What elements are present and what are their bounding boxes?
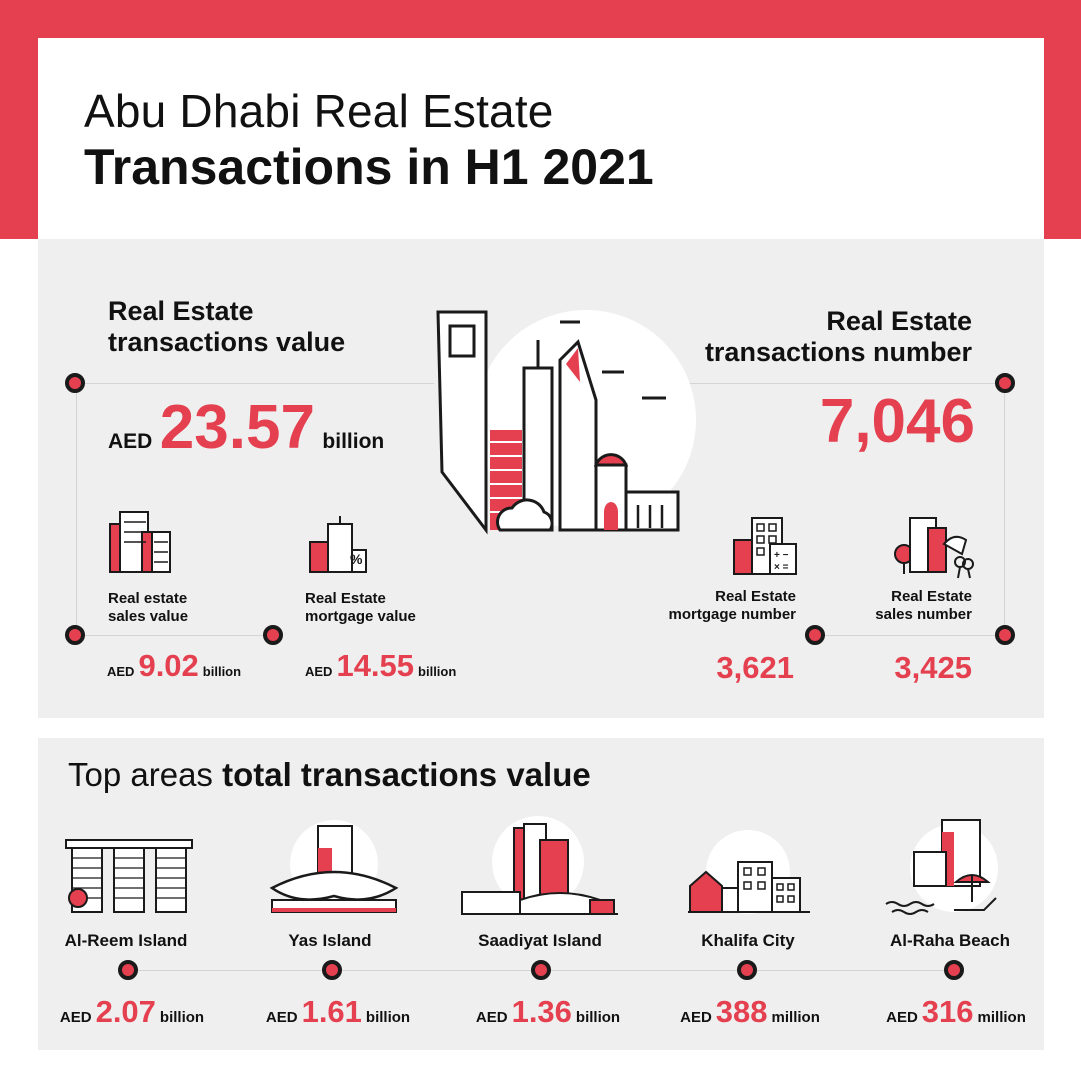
area-value-unit: million <box>977 1009 1026 1026</box>
al-reem-island-icon <box>65 839 193 913</box>
area-value-amount: 388 <box>715 994 768 1029</box>
mortgage-value-label-line1: Real Estate <box>305 590 386 607</box>
title-card <box>38 38 1044 239</box>
page-title-line2: Transactions in H1 2021 <box>84 139 654 195</box>
area-name: Al-Reem Island <box>64 931 188 950</box>
top-areas-heading: Top areas total transactions value <box>68 756 591 794</box>
area-value-currency: AED <box>475 1009 508 1026</box>
sales-number-label-line1: Real Estate <box>891 588 972 605</box>
total-value-unit: billion <box>322 430 385 453</box>
yas-island-icon <box>269 820 399 913</box>
area-value-currency: AED <box>265 1009 298 1026</box>
number-heading: Real Estate transactions number <box>620 306 972 368</box>
area-marker-dot <box>737 960 757 980</box>
area-marker-dot <box>322 960 342 980</box>
keys-building-icon <box>894 517 974 579</box>
marker-dot <box>263 625 283 645</box>
area-value: AED 316 million <box>846 994 1066 1030</box>
area-marker-dot <box>118 960 138 980</box>
top-areas-heading-light: Top areas <box>68 756 223 793</box>
area-value: AED 1.61 billion <box>228 994 448 1030</box>
buildings-icon <box>109 511 171 573</box>
sales-number-label: Real Estate sales number <box>800 588 972 624</box>
mortgage-number-label-line2: mortgage number <box>668 606 796 623</box>
value-heading: Real Estate transactions value <box>108 296 345 358</box>
sales-value-currency: AED <box>107 664 135 679</box>
area-name: Saadiyat Island <box>478 931 602 950</box>
area-value-amount: 1.36 <box>511 994 572 1029</box>
mortgage-value-label-line2: mortgage value <box>305 608 416 625</box>
area-name: Yas Island <box>288 931 372 950</box>
area-value: AED 1.36 billion <box>438 994 658 1030</box>
area-value-amount: 2.07 <box>95 994 156 1029</box>
area-value-unit: billion <box>159 1009 205 1026</box>
sales-value-unit: billion <box>202 664 242 679</box>
connector-line <box>76 383 77 635</box>
khalifa-city-icon <box>688 830 810 914</box>
value-heading-line2: transactions value <box>108 327 346 357</box>
connector-line <box>813 635 1005 636</box>
mortgage-value-label: Real Estate mortgage value <box>305 590 416 626</box>
connector-line <box>74 383 434 384</box>
area-value-unit: billion <box>365 1009 411 1026</box>
value-heading-line1: Real Estate <box>108 296 254 326</box>
svg-text:%: % <box>350 551 363 567</box>
total-number: 7,046 <box>819 387 975 456</box>
mortgage-value-unit: billion <box>418 664 457 679</box>
connector-line <box>660 383 1005 384</box>
connector-line <box>74 635 274 636</box>
area-value-currency: AED <box>59 1009 92 1026</box>
marker-dot <box>805 625 825 645</box>
saadiyat-island-icon <box>461 816 618 915</box>
calculator-building-icon: + − × = <box>733 517 797 575</box>
sales-value-label: Real estate sales value <box>108 590 188 626</box>
connector-line <box>1004 383 1005 635</box>
area-name: Al-Raha Beach <box>890 931 1010 950</box>
mortgage-number: 3,621 <box>716 650 794 685</box>
area-value-unit: billion <box>575 1009 621 1026</box>
sales-number: 3,425 <box>894 650 972 685</box>
area-value-amount: 1.61 <box>301 994 362 1029</box>
sales-number-label-line2: sales number <box>875 606 972 623</box>
al-raha-beach-icon <box>885 819 998 915</box>
svg-text:+ −: + − <box>774 550 789 561</box>
area-value: AED 388 million <box>640 994 860 1030</box>
area-name: Khalifa City <box>701 931 795 950</box>
area-value-unit: million <box>771 1009 820 1026</box>
marker-dot <box>995 625 1015 645</box>
area-value-amount: 316 <box>921 994 974 1029</box>
marker-dot <box>995 373 1015 393</box>
area-marker-dot <box>531 960 551 980</box>
mortgage-number-label-line1: Real Estate <box>715 588 796 605</box>
top-areas-heading-bold: total transactions value <box>222 756 591 793</box>
mortgage-value-currency: AED <box>305 664 333 679</box>
area-value-currency: AED <box>680 1009 712 1026</box>
mortgage-number-label: Real Estate mortgage number <box>620 588 796 624</box>
mortgage-value: AED 14.55 billion <box>305 648 456 684</box>
number-heading-line2: transactions number <box>704 337 972 367</box>
sales-value-label-line1: Real estate <box>108 590 188 607</box>
tower-aldar <box>436 310 488 535</box>
area-value-currency: AED <box>886 1009 918 1026</box>
sales-value-amount: 9.02 <box>138 648 199 683</box>
total-value-currency: AED <box>108 430 153 453</box>
marker-dot <box>65 373 85 393</box>
area-value: AED 2.07 billion <box>22 994 242 1030</box>
svg-text:× =: × = <box>774 562 789 573</box>
area-marker-dot <box>944 960 964 980</box>
marker-dot <box>65 625 85 645</box>
number-heading-line1: Real Estate <box>826 306 972 336</box>
total-value-amount: 23.57 <box>159 393 315 462</box>
mortgage-building-icon: % <box>309 516 367 573</box>
page-title-line1: Abu Dhabi Real Estate <box>84 85 554 137</box>
mortgage-value-amount: 14.55 <box>336 648 415 683</box>
skyline-illustration <box>436 310 696 535</box>
sales-value: AED 9.02 billion <box>107 648 241 684</box>
sales-value-label-line2: sales value <box>108 608 189 625</box>
tree-cloud <box>496 498 554 532</box>
total-value: AED 23.57 billion <box>108 392 384 463</box>
